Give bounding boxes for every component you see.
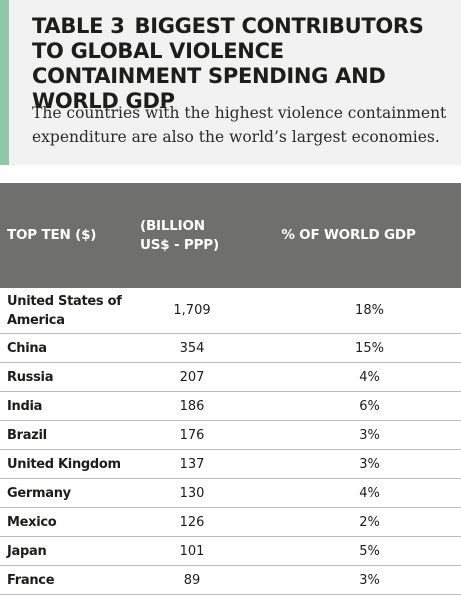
spending-cell: 207 [130, 362, 236, 392]
column-header-country: TOP TEN ($) [7, 227, 97, 243]
country-cell: United States of America [0, 288, 130, 334]
table-row: India 186 6% [0, 391, 461, 421]
country-cell: Japan [0, 536, 130, 566]
contributors-table: TOP TEN ($) (BILLION US$ - PPP) % OF WOR… [0, 183, 461, 595]
country-cell: United Kingdom [0, 449, 130, 479]
gdp-share-cell: 2% [236, 507, 461, 537]
country-cell: Brazil [0, 420, 130, 450]
table-row: Japan 101 5% [0, 536, 461, 566]
column-header-gdp-share: % OF WORLD GDP [281, 227, 416, 243]
country-cell: China [0, 333, 130, 363]
gdp-share-cell: 4% [236, 362, 461, 392]
accent-bar [0, 0, 9, 165]
table-title-text: BIGGEST CONTRIBUTORS TO GLOBAL VIOLENCE … [32, 14, 424, 113]
table-number: TABLE 3 [32, 14, 125, 38]
spending-cell: 130 [130, 478, 236, 508]
spending-cell: 101 [130, 536, 236, 566]
table-subtitle: The countries with the highest violence … [32, 104, 447, 146]
country-cell: India [0, 391, 130, 421]
gdp-share-cell: 3% [236, 449, 461, 479]
table-title: TABLE 3 BIGGEST CONTRIBUTORS TO GLOBAL VI… [32, 14, 457, 114]
spending-cell: 126 [130, 507, 236, 537]
country-cell: Mexico [0, 507, 130, 537]
spending-cell: 1,709 [130, 288, 236, 334]
gdp-share-cell: 4% [236, 478, 461, 508]
table-row: United Kingdom 137 3% [0, 449, 461, 479]
table-header-row: TOP TEN ($) (BILLION US$ - PPP) % OF WOR… [0, 183, 461, 288]
gdp-share-cell: 5% [236, 536, 461, 566]
gdp-share-cell: 6% [236, 391, 461, 421]
table-row: China 354 15% [0, 333, 461, 363]
country-cell: Germany [0, 478, 130, 508]
table-row: Brazil 176 3% [0, 420, 461, 450]
column-header-spending-text: (BILLION US$ - PPP) [140, 217, 219, 253]
gdp-share-cell: 3% [236, 420, 461, 450]
table-header-panel: TABLE 3 BIGGEST CONTRIBUTORS TO GLOBAL VI… [0, 0, 461, 165]
table-row: Germany 130 4% [0, 478, 461, 508]
spending-cell: 354 [130, 333, 236, 363]
table-row: Mexico 126 2% [0, 507, 461, 537]
gdp-share-cell: 3% [236, 565, 461, 595]
spending-cell: 89 [130, 565, 236, 595]
gdp-share-cell: 15% [236, 333, 461, 363]
country-cell: France [0, 565, 130, 595]
table-row: France 89 3% [0, 565, 461, 595]
spending-cell: 137 [130, 449, 236, 479]
country-cell: Russia [0, 362, 130, 392]
table-row: United States of America 1,709 18% [0, 288, 461, 334]
column-header-spending: (BILLION US$ - PPP) [130, 183, 236, 288]
table-row: Russia 207 4% [0, 362, 461, 392]
spending-cell: 186 [130, 391, 236, 421]
gdp-share-cell: 18% [236, 288, 461, 334]
spending-cell: 176 [130, 420, 236, 450]
